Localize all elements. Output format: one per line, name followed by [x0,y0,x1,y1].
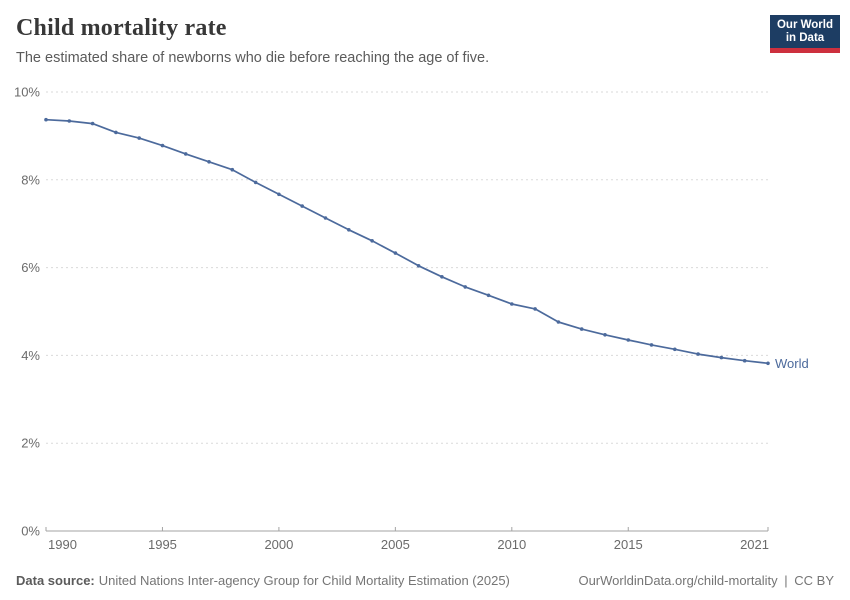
data-point-marker [416,264,421,268]
data-point-marker [719,355,724,360]
y-tick-label: 6% [21,260,40,275]
data-point-marker [510,302,514,306]
chart-subtitle: The estimated share of newborns who die … [16,50,490,66]
x-tick-label: 2000 [264,537,293,552]
data-point-marker [626,338,631,342]
data-point-marker [370,239,374,243]
y-tick-label: 10% [14,85,40,100]
data-point-marker [696,352,700,356]
citation-note: OurWorldinData.org/child-mortality | CC … [575,573,834,588]
data-point-marker [393,251,398,255]
data-point-marker [742,358,747,363]
series-end-label: World [775,356,809,371]
data-point-marker [347,228,351,232]
data-point-marker [649,343,654,347]
data-point-marker [90,121,95,126]
data-point-marker [603,333,607,337]
data-point-marker [253,180,258,185]
owid-logo[interactable]: Our World in Data [770,15,840,53]
data-point-marker [579,327,584,331]
y-tick-label: 4% [21,348,40,363]
owid-logo-line1: Our World [776,19,833,31]
data-source-note: Data source: United Nations Inter-agency … [16,573,510,588]
data-point-marker [533,307,537,311]
chart-header: Child mortality rate The estimated share… [0,0,850,67]
y-tick-label: 2% [21,436,40,451]
x-tick-label: 1990 [48,537,77,552]
data-source-label: Data source: [16,573,95,588]
data-point-marker [183,152,188,156]
data-point-marker [766,361,770,366]
data-point-marker [673,347,677,352]
data-point-marker [114,130,118,135]
citation-link[interactable]: OurWorldinData.org/child-mortality [578,573,778,588]
data-point-marker [137,136,141,140]
y-tick-label: 0% [21,524,40,539]
data-point-marker [207,160,211,164]
data-point-marker [300,204,305,208]
x-tick-label: 2010 [497,537,526,552]
data-source-text: United Nations Inter-agency Group for Ch… [98,573,510,588]
data-point-marker [67,119,72,123]
data-point-marker [230,167,235,172]
owid-logo-line2: in Data [785,32,825,44]
chart-title: Child mortality rate [16,15,227,41]
chart-footer: Data source: United Nations Inter-agency … [0,573,850,588]
x-tick-label: 2015 [614,537,643,552]
data-line [45,118,769,365]
citation-separator: | [784,573,788,588]
license-label: CC BY [794,573,834,588]
data-point-marker [44,117,48,122]
x-tick-label: 2005 [381,537,410,552]
data-point-marker [556,320,561,324]
data-point-marker [160,143,165,148]
data-point-marker [463,285,468,289]
data-point-marker [277,192,281,197]
data-point-marker [323,216,328,220]
data-point-marker [440,275,444,279]
x-tick-label: 2021 [740,537,769,552]
data-point-marker [486,293,491,298]
x-tick-label: 1995 [148,537,177,552]
y-tick-label: 8% [21,172,40,187]
